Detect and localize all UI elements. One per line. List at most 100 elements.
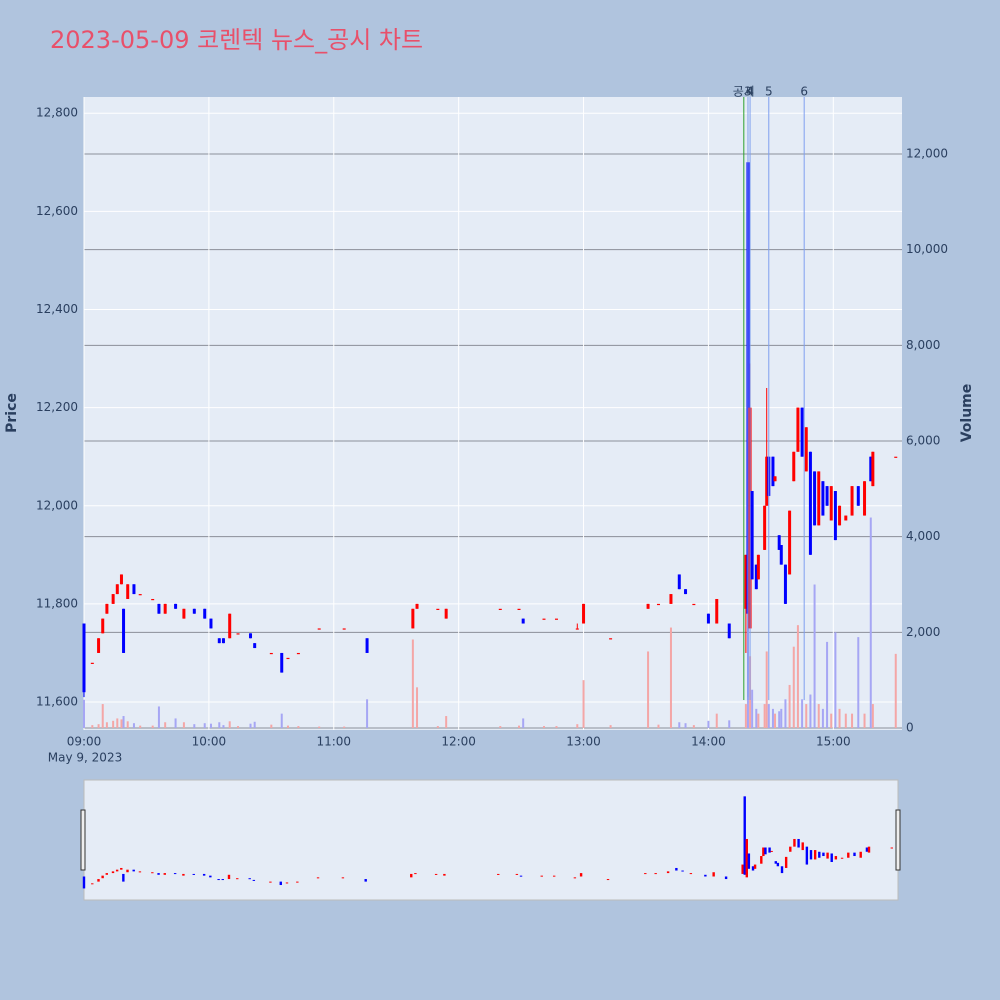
- annotation-label: 6: [800, 85, 808, 99]
- x-date-label: May 9, 2023: [48, 751, 122, 765]
- volume-bar: [203, 723, 206, 728]
- volume-bar: [778, 711, 781, 728]
- candle-body: [684, 589, 688, 595]
- candle-body: [771, 456, 775, 487]
- volume-bar: [784, 699, 787, 728]
- candle-body: [217, 638, 221, 644]
- candle-body: [554, 618, 558, 620]
- mini-candle: [724, 876, 728, 880]
- candle-body: [517, 608, 521, 610]
- candle-body: [269, 652, 273, 655]
- candle-body: [829, 486, 833, 521]
- candle-body: [609, 638, 613, 640]
- candle-body: [750, 491, 754, 580]
- volume-bar: [297, 726, 300, 728]
- volume-bar: [851, 713, 854, 728]
- mini-candle: [82, 876, 86, 889]
- candle-body: [151, 598, 155, 601]
- annotation-label: 3: [744, 85, 752, 99]
- mini-candle: [236, 878, 239, 880]
- candle-body: [783, 564, 787, 604]
- mini-candle: [111, 871, 115, 874]
- mini-candle: [747, 853, 751, 869]
- mini-candle: [776, 862, 780, 867]
- volume-bar: [132, 723, 135, 728]
- mini-candle: [138, 871, 142, 873]
- candle-body: [796, 407, 800, 452]
- volume-bar: [792, 646, 795, 728]
- mini-candle: [269, 881, 272, 883]
- volume-bar: [869, 517, 872, 728]
- mini-candle: [853, 852, 856, 857]
- annotation-label: 4: [746, 85, 754, 99]
- volume-bar: [101, 704, 104, 728]
- volume-bar: [343, 726, 346, 728]
- volume-bar: [809, 694, 812, 728]
- mini-candle: [809, 850, 813, 860]
- candle-body: [838, 505, 842, 526]
- mini-candle: [865, 847, 869, 852]
- volume-bar: [445, 716, 448, 728]
- mini-candle: [126, 869, 129, 873]
- volume-bar: [844, 713, 847, 728]
- x-tick-label: 14:00: [691, 735, 726, 749]
- mini-candle: [115, 869, 119, 872]
- candle-body: [365, 638, 369, 653]
- candle-body: [813, 471, 817, 526]
- candle-body: [777, 535, 781, 550]
- x-tick-label: 15:00: [816, 735, 851, 749]
- range-handle[interactable]: [80, 809, 86, 871]
- candle-body: [82, 623, 86, 693]
- volume-bar: [253, 721, 256, 728]
- mini-candle: [296, 881, 299, 883]
- mini-candle: [209, 875, 212, 878]
- volume-bar: [780, 708, 783, 728]
- candle-body: [669, 594, 673, 604]
- volume-bar: [771, 708, 774, 728]
- volume-bar: [228, 721, 231, 728]
- candle-body: [582, 603, 586, 624]
- mini-candle: [364, 879, 367, 882]
- mini-candle: [132, 869, 135, 872]
- candle-body: [163, 603, 167, 614]
- mini-candle: [780, 866, 784, 874]
- mini-candle: [192, 873, 195, 875]
- mini-candle: [826, 852, 829, 859]
- mini-candle: [101, 875, 104, 879]
- y2-tick-label: 10,000: [906, 242, 948, 256]
- candle-body: [498, 608, 502, 610]
- candle-body: [203, 608, 207, 619]
- volume-bar: [830, 713, 833, 728]
- y2-tick-label: 0: [906, 720, 914, 734]
- mini-candle: [105, 873, 108, 875]
- candle-body: [411, 608, 415, 629]
- mini-candle: [410, 873, 413, 878]
- mini-candle: [519, 875, 523, 877]
- volume-bar: [765, 651, 768, 728]
- volume-bar: [249, 723, 252, 728]
- candle-body: [119, 574, 123, 585]
- volume-bar: [116, 718, 119, 728]
- volume-bar: [120, 719, 123, 728]
- mini-candle: [173, 873, 177, 875]
- y-tick-label: 12,400: [36, 302, 78, 316]
- y-axis-title: Price: [4, 393, 20, 433]
- mini-candle: [606, 879, 610, 881]
- mini-candle: [202, 873, 206, 876]
- candle-body: [296, 652, 300, 655]
- volume-bar: [669, 627, 672, 728]
- volume-bar: [411, 639, 414, 728]
- range-handle[interactable]: [895, 809, 901, 871]
- candle-body: [844, 515, 848, 521]
- range-slider[interactable]: [83, 779, 899, 901]
- mini-candle: [840, 857, 844, 859]
- y2-tick-label: 4,000: [906, 529, 940, 543]
- candle-body: [236, 633, 240, 635]
- y2-axis-title: Volume: [959, 384, 975, 443]
- y2-tick-label: 6,000: [906, 434, 940, 448]
- mini-candle: [813, 850, 817, 860]
- mini-candle: [741, 864, 744, 874]
- candle-body: [765, 456, 769, 506]
- mini-candle: [890, 847, 893, 849]
- volume-bar: [763, 704, 766, 728]
